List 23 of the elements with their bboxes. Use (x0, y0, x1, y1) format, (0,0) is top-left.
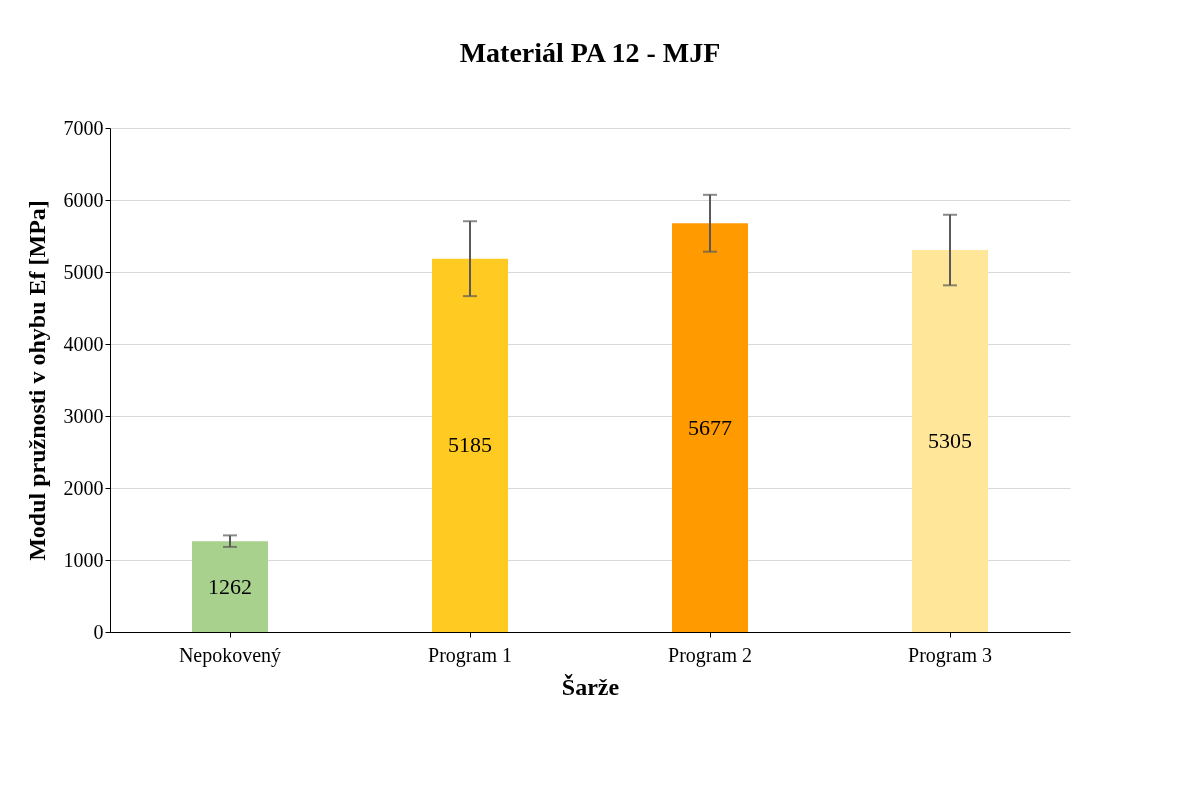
data-label: 1262 (208, 573, 252, 599)
x-tick-label: Program 2 (668, 643, 752, 667)
y-tick-label: 2000 (63, 476, 104, 499)
y-tick-label: 6000 (63, 188, 104, 211)
y-tick-label: 3000 (63, 404, 104, 427)
x-tick-label: Program 1 (428, 643, 512, 667)
bar (672, 223, 748, 632)
y-tick-label: 4000 (63, 332, 104, 355)
data-label: 5677 (688, 414, 732, 440)
data-label: 5185 (448, 432, 492, 458)
x-tick-label: Nepokovený (178, 643, 282, 667)
y-tick-label: 7000 (63, 116, 104, 139)
bar (192, 541, 268, 632)
y-tick-label: 0 (93, 620, 104, 643)
bar (912, 250, 988, 632)
x-axis-title: Šarže (561, 673, 620, 700)
chart-title: Materiál PA 12 - MJF (459, 37, 721, 68)
x-tick-label: Program 3 (908, 643, 992, 667)
bar (432, 258, 508, 632)
data-label: 5305 (928, 428, 972, 454)
y-tick-label: 5000 (63, 260, 104, 283)
y-tick-label: 1000 (63, 548, 104, 571)
y-axis-title: Modul pružnosti v ohybu Ef [MPa] (23, 200, 50, 561)
